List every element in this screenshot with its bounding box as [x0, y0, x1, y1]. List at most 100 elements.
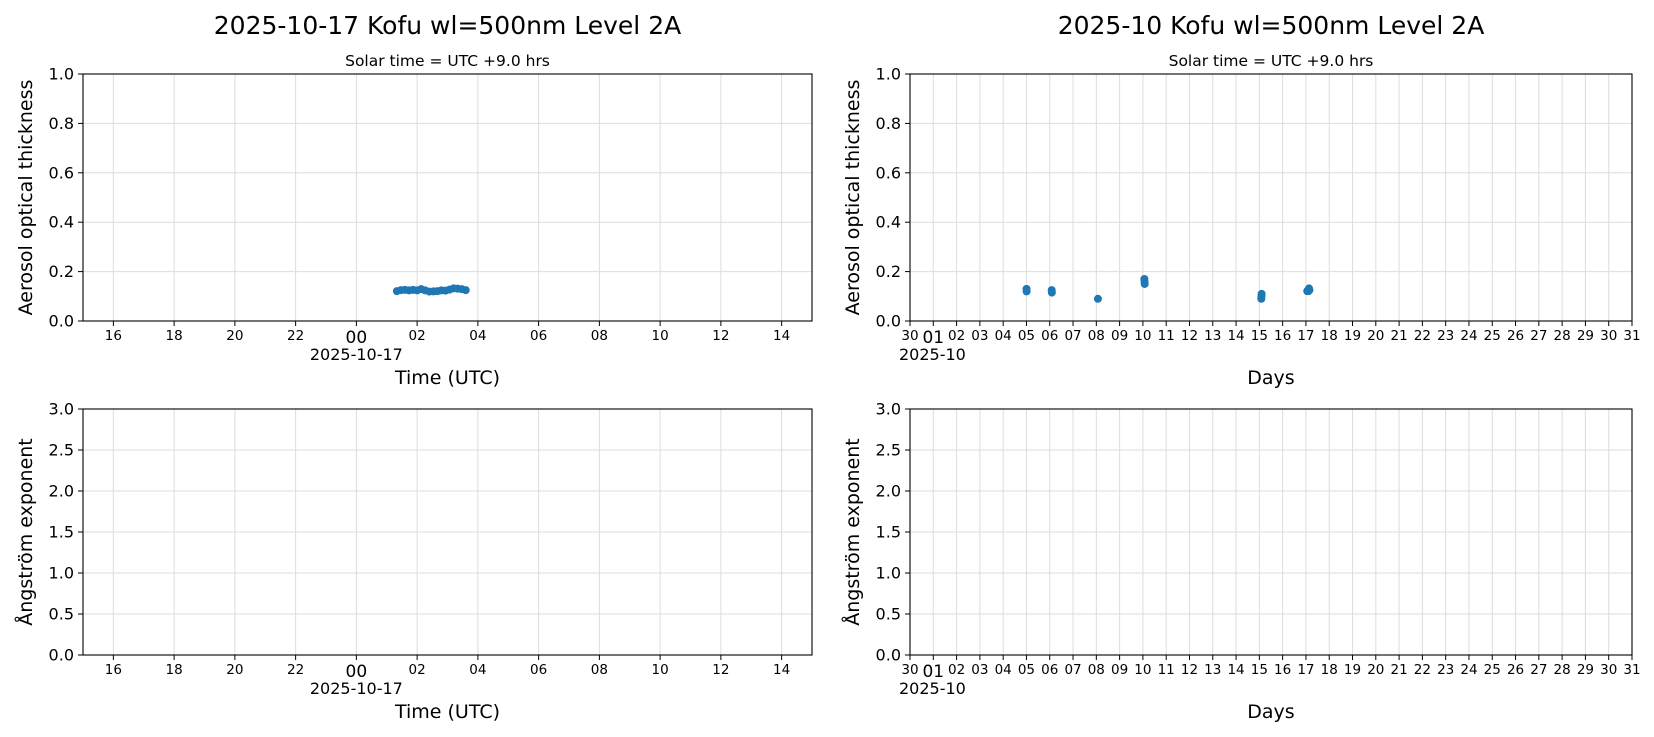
- panel3-xtick-label-1: 18: [166, 662, 183, 678]
- panel3-ytick-label-5: 2.5: [49, 441, 74, 460]
- panel2-xtick-label-6: 06: [1041, 328, 1058, 344]
- panel2-xtick-label-26: 26: [1507, 328, 1524, 344]
- panel2-xtick-label-9: 09: [1111, 328, 1128, 344]
- panel4-xtick-label-27: 27: [1530, 662, 1547, 678]
- panel4-ytick-label-1: 0.5: [876, 605, 901, 624]
- panel2-xtick-label-28: 28: [1554, 328, 1571, 344]
- panel2-point-0-15: [1305, 286, 1314, 295]
- panel3-xtick-label-10: 12: [712, 662, 729, 678]
- panel4-xtick-label-9: 09: [1111, 662, 1128, 678]
- panel3-xtick-label-2: 20: [226, 662, 243, 678]
- panel2-xtick-label-8: 08: [1088, 328, 1105, 344]
- panel2-x-offset-label: 2025-10: [899, 345, 966, 364]
- panel1-x-offset-label: 2025-10-17: [310, 345, 403, 364]
- panel1-xtick-label-5: 02: [409, 328, 426, 344]
- panel2-xtick-label-31: 31: [1623, 328, 1640, 344]
- panel4-xtick-label-19: 19: [1344, 662, 1361, 678]
- panel2-ytick-label-3: 0.6: [876, 163, 901, 182]
- panel4-xtick-label-15: 15: [1251, 662, 1268, 678]
- panel4-xtick-label-2: 02: [948, 662, 965, 678]
- panel1-x-axis-label: Time (UTC): [394, 367, 500, 389]
- panel2-y-axis-label: Aerosol optical thickness: [842, 80, 864, 316]
- panel2-xtick-label-3: 03: [971, 328, 988, 344]
- panel4-xtick-label-5: 05: [1018, 662, 1035, 678]
- panel4-xtick-label-13: 13: [1204, 662, 1221, 678]
- panel3-xtick-label-6: 04: [469, 662, 486, 678]
- panel2-ytick-label-5: 1.0: [876, 65, 901, 84]
- panel4-xtick-label-3: 03: [971, 662, 988, 678]
- panel2-xtick-label-20: 20: [1367, 328, 1384, 344]
- panel4-xtick-label-6: 06: [1041, 662, 1058, 678]
- panel1-ytick-label-1: 0.2: [49, 262, 74, 281]
- panel3-x-offset-label: 2025-10-17: [310, 679, 403, 698]
- panel3-ytick-label-6: 3.0: [49, 400, 74, 419]
- panel1-xtick-label-3: 22: [287, 328, 304, 344]
- panel4-xtick-label-1: 01: [922, 662, 944, 682]
- panel4-xtick-label-4: 04: [995, 662, 1012, 678]
- panel4-xtick-label-28: 28: [1554, 662, 1571, 678]
- panel4-xtick-label-12: 12: [1181, 662, 1198, 678]
- panel2-x-axis-label: Days: [1247, 367, 1294, 389]
- panel3-ytick-label-1: 0.5: [49, 605, 74, 624]
- panel4-xtick-label-23: 23: [1437, 662, 1454, 678]
- panel2-xtick-label-4: 04: [995, 328, 1012, 344]
- panel4-xtick-label-31: 31: [1623, 662, 1640, 678]
- panel4-xtick-label-25: 25: [1484, 662, 1501, 678]
- panel2-ytick-label-1: 0.2: [876, 262, 901, 281]
- panel4-xtick-label-8: 08: [1088, 662, 1105, 678]
- panel2-xtick-label-22: 22: [1414, 328, 1431, 344]
- panel2-xtick-label-5: 05: [1018, 328, 1035, 344]
- panel4-xtick-label-0: 30: [901, 662, 918, 678]
- panel4-xtick-label-24: 24: [1460, 662, 1477, 678]
- panel2-point-0-1: [1022, 287, 1031, 296]
- panel2-xtick-label-10: 10: [1134, 328, 1151, 344]
- panel1-xtick-label-9: 10: [652, 328, 669, 344]
- panel4-y-axis-label: Ångström exponent: [841, 438, 864, 626]
- panel3-xtick-label-7: 06: [530, 662, 547, 678]
- panel4-xtick-label-18: 18: [1321, 662, 1338, 678]
- panel3-x-axis-label: Time (UTC): [394, 701, 500, 723]
- panel2-ytick-label-2: 0.4: [876, 213, 901, 232]
- panel2-plot-frame: [909, 73, 1633, 322]
- panel2-ytick-label-0: 0.0: [876, 312, 901, 331]
- panel2-xtick-label-21: 21: [1391, 328, 1408, 344]
- panel1-xtick-label-8: 08: [591, 328, 608, 344]
- panel4-x-offset-label: 2025-10: [899, 679, 966, 698]
- panel3-ytick-label-3: 1.5: [49, 523, 74, 542]
- panel3-xtick-label-0: 16: [105, 662, 122, 678]
- panel2-point-0-7: [1140, 279, 1149, 288]
- panel1-xtick-label-11: 14: [773, 328, 790, 344]
- panel4-ytick-label-6: 3.0: [876, 400, 901, 419]
- panel4-xtick-label-7: 07: [1064, 662, 1081, 678]
- panel4-ytick-label-4: 2.0: [876, 482, 901, 501]
- panel2-xtick-label-18: 18: [1321, 328, 1338, 344]
- panel3-xtick-label-9: 10: [652, 662, 669, 678]
- panel1-xtick-label-2: 20: [226, 328, 243, 344]
- panel2-subtitle: Solar time = UTC +9.0 hrs: [1169, 52, 1374, 70]
- panel2-xtick-label-15: 15: [1251, 328, 1268, 344]
- panel3-xtick-label-5: 02: [409, 662, 426, 678]
- panel4-ytick-label-0: 0.0: [876, 646, 901, 665]
- panel2-xtick-label-16: 16: [1274, 328, 1291, 344]
- panel1-ytick-label-0: 0.0: [49, 312, 74, 331]
- panel2-ytick-label-4: 0.8: [876, 114, 901, 133]
- panel1-title: 2025-10-17 Kofu wl=500nm Level 2A: [214, 11, 681, 40]
- panel4-xtick-label-20: 20: [1367, 662, 1384, 678]
- panel4-x-axis-label: Days: [1247, 701, 1294, 723]
- panel1-xtick-label-10: 12: [712, 328, 729, 344]
- panel1-subtitle: Solar time = UTC +9.0 hrs: [345, 52, 550, 70]
- panel2-xtick-label-24: 24: [1460, 328, 1477, 344]
- panel2-xtick-label-30: 30: [1600, 328, 1617, 344]
- panel3-xtick-label-8: 08: [591, 662, 608, 678]
- panel2-xtick-label-17: 17: [1297, 328, 1314, 344]
- panel4-ytick-label-3: 1.5: [876, 523, 901, 542]
- panel4-xtick-label-11: 11: [1158, 662, 1175, 678]
- panel2-point-0-10: [1257, 289, 1266, 298]
- panel2-xtick-label-14: 14: [1227, 328, 1244, 344]
- panel4-ytick-label-5: 2.5: [876, 441, 901, 460]
- panel3-ytick-label-4: 2.0: [49, 482, 74, 501]
- panel4-xtick-label-14: 14: [1227, 662, 1244, 678]
- panel2-xtick-label-12: 12: [1181, 328, 1198, 344]
- panel2-xtick-label-1: 01: [922, 328, 944, 348]
